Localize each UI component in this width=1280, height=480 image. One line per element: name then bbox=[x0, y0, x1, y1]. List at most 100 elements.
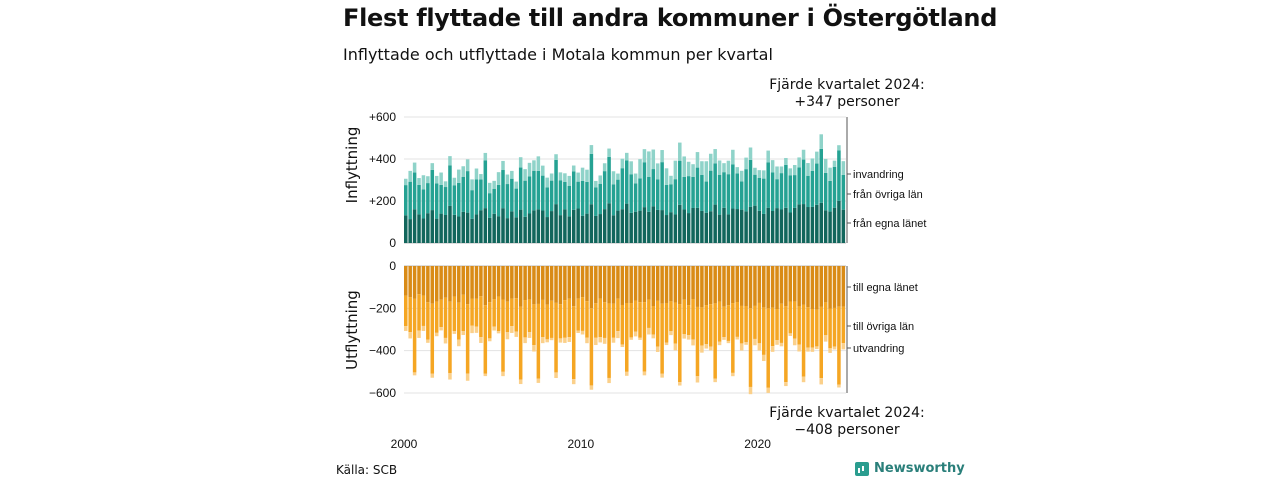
bar-ut-utvandring bbox=[496, 331, 501, 334]
bar-in-ovriga bbox=[616, 179, 620, 211]
bar-in-ovriga bbox=[523, 180, 527, 217]
bar-ut-egna bbox=[788, 266, 793, 302]
bar-ut-utvandring bbox=[545, 339, 549, 343]
bar-ut-egna bbox=[832, 266, 837, 308]
bar-in-ovriga bbox=[762, 178, 766, 214]
bar-in-invandring bbox=[801, 149, 806, 160]
bar-ut-egna bbox=[713, 266, 717, 304]
bar-ut-utvandring bbox=[832, 346, 837, 350]
bar-in-ovriga bbox=[722, 172, 726, 208]
bar-in-invandring bbox=[496, 172, 501, 185]
bar-ut-ovriga bbox=[651, 305, 656, 335]
bar-ut-utvandring bbox=[567, 337, 572, 342]
bar-in-ovriga bbox=[465, 171, 470, 213]
bar-in-invandring bbox=[461, 166, 465, 177]
bar-ut-utvandring bbox=[753, 338, 757, 346]
bar-ut-ovriga bbox=[426, 302, 430, 340]
bar-in-ovriga bbox=[589, 153, 594, 205]
bar-ut-egna bbox=[841, 266, 846, 307]
bar-ut-ovriga bbox=[664, 302, 669, 343]
bar-in-invandring bbox=[713, 149, 717, 164]
bar-ut-ovriga bbox=[541, 299, 545, 338]
bar-in-invandring bbox=[594, 180, 598, 188]
bar-ut-egna bbox=[682, 266, 686, 300]
bar-in-invandring bbox=[664, 168, 669, 185]
bar-in-invandring bbox=[563, 173, 567, 182]
bar-ut-utvandring bbox=[792, 338, 797, 346]
bar-in-egna bbox=[611, 215, 616, 243]
bar-in-egna bbox=[673, 214, 678, 243]
bar-ut-utvandring bbox=[465, 373, 470, 381]
annotation-latest-outflow-line2: −408 personer bbox=[794, 422, 900, 438]
bar-ut-ovriga bbox=[731, 303, 735, 373]
bar-in-ovriga bbox=[691, 176, 695, 208]
bar-in-invandring bbox=[779, 166, 784, 174]
bar-in-invandring bbox=[541, 165, 545, 176]
bar-ut-utvandring bbox=[483, 373, 488, 377]
bar-in-egna bbox=[748, 206, 753, 243]
bar-ut-egna bbox=[404, 266, 408, 296]
bar-in-egna bbox=[536, 209, 541, 243]
bar-in-invandring bbox=[585, 169, 589, 182]
bar-in-invandring bbox=[669, 175, 673, 185]
bar-in-invandring bbox=[465, 159, 470, 172]
bar-ut-utvandring bbox=[421, 325, 426, 331]
bar-ut-ovriga bbox=[655, 300, 660, 347]
bar-in-invandring bbox=[704, 161, 709, 182]
bar-in-ovriga bbox=[408, 181, 412, 220]
bar-in-ovriga bbox=[576, 181, 580, 209]
bar-in-egna bbox=[408, 219, 412, 243]
bar-in-invandring bbox=[514, 181, 519, 189]
bar-ut-utvandring bbox=[585, 337, 589, 344]
bar-ut-utvandring bbox=[686, 335, 691, 340]
bar-in-invandring bbox=[417, 178, 421, 185]
bar-ut-egna bbox=[496, 266, 501, 297]
bar-in-invandring bbox=[673, 160, 678, 180]
bar-in-egna bbox=[616, 210, 620, 243]
bar-in-invandring bbox=[660, 150, 664, 163]
bar-in-ovriga bbox=[602, 171, 607, 210]
bar-ut-utvandring bbox=[448, 372, 452, 380]
bar-ut-egna bbox=[660, 266, 664, 304]
bar-ut-egna bbox=[426, 266, 430, 303]
bar-in-ovriga bbox=[518, 167, 523, 210]
bar-in-invandring bbox=[722, 163, 726, 173]
y-tick-label-bottom: 0 bbox=[389, 259, 396, 273]
y-axis-title-top: Inflyttning bbox=[343, 127, 361, 204]
bar-ut-utvandring bbox=[739, 343, 744, 351]
bar-ut-egna bbox=[554, 266, 558, 303]
bar-ut-utvandring bbox=[642, 371, 647, 376]
bar-ut-utvandring bbox=[726, 340, 731, 344]
bar-ut-egna bbox=[545, 266, 549, 305]
bar-in-egna bbox=[443, 214, 448, 243]
bar-in-ovriga bbox=[717, 174, 722, 215]
bar-ut-egna bbox=[558, 266, 563, 305]
bar-in-egna bbox=[541, 210, 545, 243]
bar-ut-egna bbox=[571, 266, 576, 307]
bar-in-invandring bbox=[633, 173, 638, 184]
bar-ut-ovriga bbox=[465, 304, 470, 374]
bar-in-egna bbox=[828, 211, 832, 243]
bar-in-egna bbox=[695, 207, 700, 243]
bar-in-ovriga bbox=[554, 159, 558, 205]
source-note: Källa: SCB bbox=[336, 463, 398, 477]
newsworthy-logo-icon bbox=[855, 461, 869, 476]
bar-in-invandring bbox=[651, 149, 656, 170]
bar-in-ovriga bbox=[841, 174, 846, 210]
bar-ut-egna bbox=[757, 266, 762, 303]
bar-in-ovriga bbox=[470, 190, 474, 219]
bar-in-ovriga bbox=[779, 173, 784, 210]
series-label-inflow: invandring bbox=[853, 169, 904, 181]
bar-in-egna bbox=[567, 216, 572, 243]
bar-in-egna bbox=[620, 209, 625, 243]
bar-in-egna bbox=[563, 209, 567, 243]
bar-ut-ovriga bbox=[448, 301, 452, 373]
brand-name: Newsworthy bbox=[874, 461, 965, 476]
bar-ut-egna bbox=[563, 266, 567, 301]
bar-in-invandring bbox=[832, 160, 837, 167]
bar-ut-ovriga bbox=[598, 298, 602, 338]
bar-ut-utvandring bbox=[678, 382, 682, 386]
bar-in-egna bbox=[430, 210, 435, 243]
bar-ut-utvandring bbox=[611, 337, 616, 343]
bar-ut-utvandring bbox=[828, 348, 832, 353]
